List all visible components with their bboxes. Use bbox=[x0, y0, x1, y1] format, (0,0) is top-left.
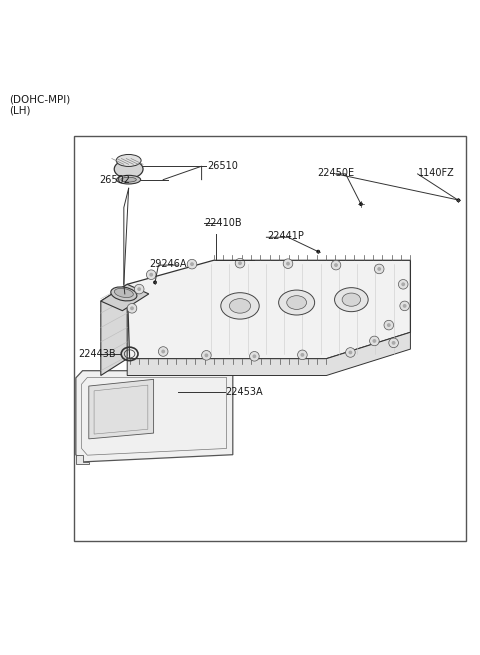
Polygon shape bbox=[76, 455, 89, 464]
Circle shape bbox=[348, 350, 352, 354]
Circle shape bbox=[134, 284, 144, 294]
Ellipse shape bbox=[229, 299, 251, 313]
Ellipse shape bbox=[116, 155, 141, 166]
Circle shape bbox=[370, 336, 379, 346]
Circle shape bbox=[331, 260, 341, 270]
Text: 26502: 26502 bbox=[99, 175, 130, 185]
Circle shape bbox=[286, 262, 290, 265]
Ellipse shape bbox=[335, 288, 368, 312]
Circle shape bbox=[298, 350, 307, 360]
Circle shape bbox=[252, 354, 256, 358]
Circle shape bbox=[316, 250, 320, 253]
Ellipse shape bbox=[342, 293, 360, 307]
Ellipse shape bbox=[121, 178, 136, 182]
Ellipse shape bbox=[287, 295, 307, 309]
Text: 22450E: 22450E bbox=[317, 168, 354, 178]
Circle shape bbox=[283, 259, 293, 269]
Text: 22453A: 22453A bbox=[226, 387, 263, 398]
Circle shape bbox=[153, 280, 157, 284]
Circle shape bbox=[400, 301, 409, 310]
Circle shape bbox=[250, 352, 259, 361]
Circle shape bbox=[190, 262, 194, 266]
Polygon shape bbox=[101, 284, 127, 375]
Circle shape bbox=[130, 307, 134, 310]
Circle shape bbox=[389, 338, 398, 348]
Ellipse shape bbox=[114, 160, 143, 178]
Text: 1140FZ: 1140FZ bbox=[418, 168, 455, 178]
Polygon shape bbox=[89, 379, 154, 439]
Circle shape bbox=[238, 261, 242, 265]
Polygon shape bbox=[127, 260, 410, 359]
Text: 29246A: 29246A bbox=[149, 259, 186, 269]
Text: 22443B: 22443B bbox=[78, 349, 116, 359]
Polygon shape bbox=[101, 284, 149, 310]
Ellipse shape bbox=[111, 287, 137, 301]
Circle shape bbox=[359, 202, 363, 206]
Text: 26510: 26510 bbox=[207, 161, 238, 171]
Circle shape bbox=[387, 323, 391, 327]
Circle shape bbox=[392, 341, 396, 345]
Circle shape bbox=[158, 346, 168, 356]
Circle shape bbox=[235, 258, 245, 268]
Ellipse shape bbox=[117, 176, 141, 184]
Circle shape bbox=[187, 259, 197, 269]
Text: (DOHC-MPI): (DOHC-MPI) bbox=[10, 95, 71, 105]
Circle shape bbox=[401, 282, 405, 286]
Ellipse shape bbox=[278, 290, 315, 315]
Text: 22441P: 22441P bbox=[267, 231, 304, 241]
Circle shape bbox=[202, 350, 211, 360]
Text: 22410B: 22410B bbox=[204, 218, 241, 228]
Ellipse shape bbox=[114, 288, 133, 297]
Circle shape bbox=[149, 272, 153, 276]
Circle shape bbox=[127, 303, 137, 313]
Circle shape bbox=[384, 320, 394, 330]
Text: (LH): (LH) bbox=[10, 105, 31, 115]
Circle shape bbox=[204, 354, 208, 357]
Ellipse shape bbox=[221, 293, 259, 319]
Circle shape bbox=[137, 287, 141, 291]
Circle shape bbox=[334, 263, 338, 267]
Circle shape bbox=[300, 353, 304, 357]
Circle shape bbox=[403, 304, 407, 308]
Polygon shape bbox=[76, 371, 233, 462]
Circle shape bbox=[456, 198, 460, 202]
Polygon shape bbox=[127, 332, 410, 375]
Circle shape bbox=[398, 280, 408, 289]
Bar bbox=[74, 136, 466, 541]
Circle shape bbox=[372, 339, 376, 343]
Circle shape bbox=[377, 267, 381, 271]
Circle shape bbox=[146, 270, 156, 280]
Circle shape bbox=[346, 348, 355, 357]
Circle shape bbox=[374, 264, 384, 274]
Circle shape bbox=[161, 350, 165, 354]
